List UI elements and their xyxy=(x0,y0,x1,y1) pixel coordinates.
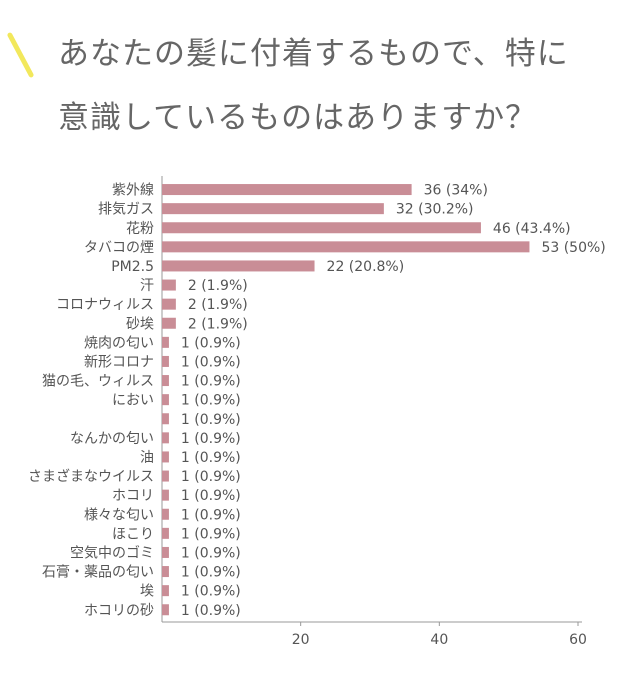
data-label: 1 (0.9%) xyxy=(181,584,241,600)
category-label: 石膏・薬品の匂い xyxy=(42,564,154,581)
category-label: なんかの匂い xyxy=(70,431,154,447)
data-label: 1 (0.9%) xyxy=(181,545,241,561)
category-label: ホコリの砂 xyxy=(84,603,154,619)
data-label: 1 (0.9%) xyxy=(181,603,241,619)
category-label: 空気中のゴミ xyxy=(70,544,154,561)
page-title: あなたの髪に付着するもので、特に 意識しているものはありますか？ xyxy=(58,36,569,136)
x-tick-label: 60 xyxy=(569,632,587,648)
category-label: タバコの煙 xyxy=(84,240,154,256)
data-label: 1 (0.9%) xyxy=(181,335,241,351)
data-label: 53 (50%) xyxy=(541,240,605,256)
data-label: 1 (0.9%) xyxy=(181,488,241,504)
data-label: 1 (0.9%) xyxy=(181,354,241,370)
bar xyxy=(162,241,530,253)
bar xyxy=(162,317,176,329)
bar xyxy=(162,489,169,501)
bar xyxy=(162,527,169,539)
category-label: 猫の毛、ウィルス xyxy=(42,374,154,390)
category-label: さまざまなウイルス xyxy=(28,468,154,485)
x-tick-label: 20 xyxy=(292,632,310,648)
bar xyxy=(162,585,169,597)
bar xyxy=(162,260,315,272)
data-label: 1 (0.9%) xyxy=(181,469,241,485)
category-label: ほこり xyxy=(112,526,154,542)
category-label: 埃 xyxy=(140,584,154,600)
bar xyxy=(162,355,169,367)
x-tick-label: 40 xyxy=(430,632,448,648)
data-label: 2 (1.9%) xyxy=(188,316,248,332)
bar xyxy=(162,566,169,578)
category-label: 花粉 xyxy=(126,221,154,237)
data-label: 1 (0.9%) xyxy=(181,412,241,428)
data-label: 36 (34%) xyxy=(424,183,488,199)
data-label: 22 (20.8%) xyxy=(327,259,405,275)
category-label: におい xyxy=(112,393,154,409)
bar xyxy=(162,298,176,310)
bar xyxy=(162,203,384,215)
category-label: 焼肉の匂い xyxy=(84,335,154,351)
bar xyxy=(162,604,169,616)
category-label: コロナウィルス xyxy=(56,297,154,313)
bar xyxy=(162,184,412,196)
data-label: 1 (0.9%) xyxy=(181,431,241,447)
category-label: 汗 xyxy=(140,278,154,294)
data-label: 1 (0.9%) xyxy=(181,450,241,466)
data-label: 1 (0.9%) xyxy=(181,565,241,581)
category-label: 油 xyxy=(140,450,154,466)
bar xyxy=(162,336,169,348)
category-label: 排気ガス xyxy=(98,202,154,218)
bar xyxy=(162,222,481,234)
data-label: 1 (0.9%) xyxy=(181,393,241,409)
data-label: 1 (0.9%) xyxy=(181,526,241,542)
bar xyxy=(162,546,169,558)
data-label: 1 (0.9%) xyxy=(181,507,241,523)
bar xyxy=(162,394,169,406)
data-label: 1 (0.9%) xyxy=(181,374,241,390)
category-label: ホコリ xyxy=(112,488,154,504)
category-label: 新形コロナ xyxy=(84,354,154,370)
data-label: 2 (1.9%) xyxy=(188,278,248,294)
data-label: 2 (1.9%) xyxy=(188,297,248,313)
category-label: 紫外線 xyxy=(112,183,154,199)
bar xyxy=(162,508,169,520)
bar xyxy=(162,451,169,463)
category-label: 様々な匂い xyxy=(84,507,154,523)
bar xyxy=(162,432,169,444)
bar xyxy=(162,413,169,425)
category-label: PM2.5 xyxy=(111,259,154,275)
bar xyxy=(162,279,176,291)
bar xyxy=(162,375,169,387)
data-label: 32 (30.2%) xyxy=(396,202,474,218)
category-label: 砂埃 xyxy=(126,316,154,332)
bar xyxy=(162,470,169,482)
data-label: 46 (43.4%) xyxy=(493,221,571,237)
